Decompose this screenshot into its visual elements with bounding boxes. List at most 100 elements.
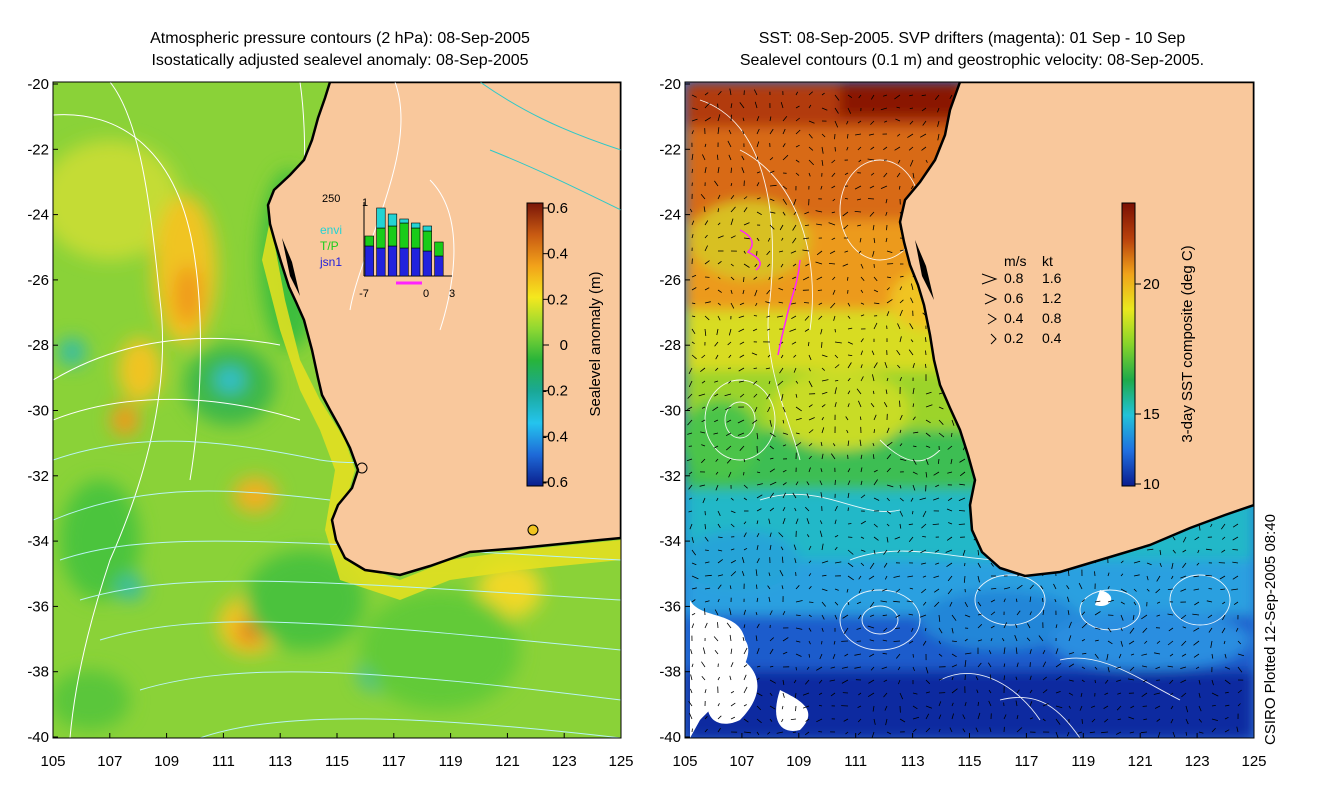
velocity-arrow <box>766 289 771 295</box>
velocity-arrow <box>821 614 825 620</box>
velocity-arrow <box>782 611 786 616</box>
velocity-arrow <box>808 172 811 177</box>
velocity-arrow <box>938 728 941 733</box>
velocity-arrow <box>782 406 786 413</box>
velocity-arrow <box>821 354 828 358</box>
velocity-arrow <box>847 523 852 525</box>
velocity-arrow <box>782 185 788 190</box>
velocity-arrow <box>743 237 751 240</box>
velocity-arrow <box>834 546 838 551</box>
velocity-arrow <box>716 328 719 336</box>
velocity-arrow <box>990 625 995 629</box>
velocity-arrow <box>873 479 878 486</box>
velocity-arrow <box>808 545 812 551</box>
velocity-arrow <box>1172 536 1176 541</box>
velocity-arrow <box>753 89 758 96</box>
velocity-arrow <box>959 458 966 463</box>
velocity-arrow <box>1055 731 1059 738</box>
velocity-arrow <box>1221 536 1226 540</box>
velocity-arrow <box>899 692 904 700</box>
velocity-arrow <box>816 718 823 723</box>
velocity-arrow <box>857 120 862 124</box>
velocity-arrow <box>886 497 890 502</box>
velocity-arrow <box>769 198 775 202</box>
velocity-arrow <box>1016 610 1021 616</box>
velocity-arrow <box>1016 727 1023 733</box>
velocity-arrow <box>912 510 914 515</box>
velocity-arrow <box>977 613 982 616</box>
velocity-arrow <box>1042 609 1045 616</box>
velocity-arrow <box>808 104 812 109</box>
velocity-arrow <box>843 718 849 722</box>
velocity-arrow <box>1133 601 1137 606</box>
velocity-arrow <box>795 653 802 657</box>
velocity-arrow <box>1116 731 1122 735</box>
velocity-arrow <box>834 479 836 486</box>
right-shark-bay <box>915 240 934 300</box>
velocity-arrow <box>777 380 784 386</box>
velocity-arrow <box>730 716 736 720</box>
velocity-arrow <box>795 614 801 616</box>
velocity-arrow <box>737 419 745 424</box>
velocity-arrow <box>910 185 914 190</box>
velocity-arrow <box>884 361 888 369</box>
velocity-arrow <box>883 146 888 151</box>
velocity-arrow <box>873 276 878 282</box>
velocity-arrow <box>803 302 810 304</box>
inset-xtick-neg7: -7 <box>359 288 369 300</box>
velocity-arrow <box>1237 689 1242 694</box>
velocity-arrow <box>717 208 719 213</box>
x-tick-label: 119 <box>1071 753 1095 770</box>
velocity-arrow <box>1081 639 1085 642</box>
velocity-arrow <box>922 536 927 538</box>
station-marker-perth <box>356 462 368 474</box>
velocity-arrow <box>1146 562 1152 566</box>
velocity-arrow <box>1120 560 1124 564</box>
velocity-arrow <box>899 443 903 447</box>
velocity-arrow <box>1221 549 1226 553</box>
velocity-arrow <box>919 497 927 501</box>
velocity-arrow <box>765 367 771 370</box>
velocity-arrow <box>933 497 940 501</box>
velocity-arrow <box>704 608 706 616</box>
velocity-arrow <box>882 94 888 97</box>
velocity-arrow <box>769 224 775 230</box>
velocity-arrow <box>886 276 891 279</box>
velocity-arrow <box>933 471 940 476</box>
velocity-arrow <box>1236 726 1239 733</box>
velocity-arrow <box>899 458 907 461</box>
x-tick-label: 113 <box>268 753 292 770</box>
velocity-arrow <box>1167 665 1174 668</box>
velocity-arrow <box>857 224 862 227</box>
velocity-arrow <box>846 429 849 434</box>
velocity-arrow <box>819 520 823 525</box>
velocity-arrow <box>701 676 706 681</box>
velocity-arrow <box>1154 705 1161 709</box>
velocity-arrow <box>715 471 719 475</box>
velocity-arrow <box>1094 627 1101 630</box>
velocity-arrow <box>795 518 799 525</box>
velocity-arrow <box>717 235 724 239</box>
velocity-arrow <box>857 705 862 708</box>
velocity-arrow <box>945 549 953 553</box>
velocity-arrow <box>873 362 878 369</box>
velocity-arrow <box>714 609 719 616</box>
velocity-arrow <box>846 120 849 125</box>
velocity-arrow <box>883 172 888 178</box>
velocity-arrow <box>895 118 901 122</box>
velocity-arrow <box>808 601 814 603</box>
velocity-arrow <box>1129 627 1135 634</box>
velocity-arrow <box>846 146 849 151</box>
velocity-arrow <box>922 120 927 126</box>
velocity-arrow <box>1211 679 1214 686</box>
velocity-arrow <box>1081 622 1088 629</box>
velocity-arrow <box>821 627 824 632</box>
velocity-arrow <box>712 406 719 412</box>
velocity-arrow <box>950 458 953 465</box>
inset-bar-green <box>422 230 432 252</box>
velocity-arrow <box>908 536 914 542</box>
velocity-arrow <box>1156 640 1161 644</box>
velocity-arrow <box>873 237 876 244</box>
velocity-arrow <box>870 402 875 408</box>
velocity-arrow <box>845 416 849 421</box>
